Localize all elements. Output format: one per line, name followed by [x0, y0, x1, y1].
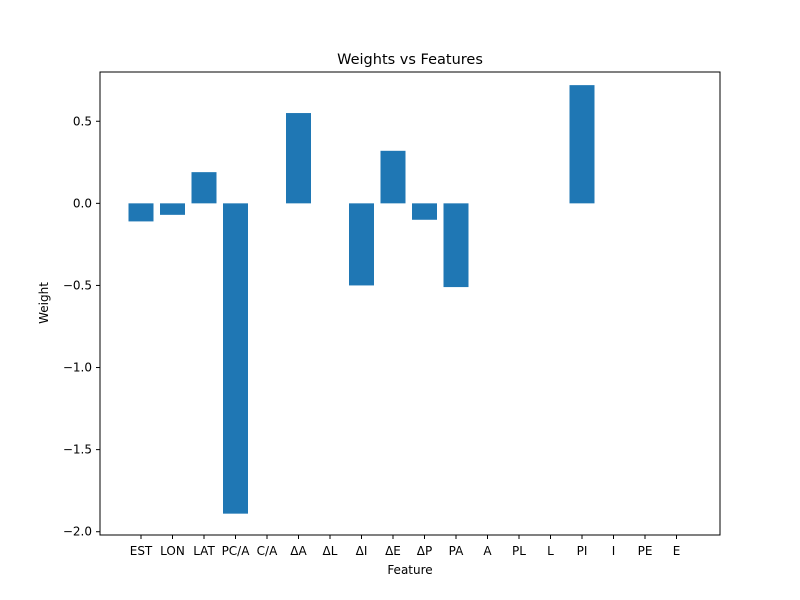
x-tick-label: I [612, 544, 616, 558]
y-tick-label: 0.5 [73, 114, 92, 128]
x-tick-label: EST [130, 544, 153, 558]
y-axis-title: Weight [37, 282, 51, 324]
bar-9 [412, 203, 437, 220]
y-axis: 0.5 0.0 −0.5 −1.0 −1.5 −2.0 [63, 114, 100, 539]
bar-1 [160, 203, 185, 215]
y-tick-label: −1.5 [63, 443, 92, 457]
x-tick-label: L [547, 544, 554, 558]
x-tick-label: ΔE [385, 544, 401, 558]
x-tick-label: ΔL [323, 544, 338, 558]
bars [128, 85, 595, 514]
x-tick-label: LON [160, 544, 185, 558]
y-tick-label: −2.0 [63, 525, 92, 539]
bar-10 [443, 203, 469, 288]
bar-5 [286, 113, 311, 204]
x-tick-label: C/A [257, 544, 278, 558]
x-tick-label: ΔP [417, 544, 432, 558]
x-tick-label: A [483, 544, 492, 558]
bar-8 [380, 150, 406, 204]
x-tick-label: LAT [193, 544, 215, 558]
bar-3 [223, 203, 248, 514]
x-tick-label: PA [449, 544, 464, 558]
x-tick-label: ΔA [290, 544, 307, 558]
chart-title: Weights vs Features [337, 52, 483, 68]
bar-0 [128, 203, 154, 222]
y-tick-label: 0.0 [73, 196, 92, 210]
x-tick-label: PE [638, 544, 653, 558]
x-tick-label: E [673, 544, 681, 558]
x-tick-label: ΔI [356, 544, 368, 558]
x-axis: EST LON LAT PC/A C/A ΔA ΔL ΔI ΔE ΔP PA A PL L PI I PE E [130, 535, 681, 558]
bar-7 [349, 203, 374, 286]
bar-14 [569, 85, 595, 204]
x-axis-title: Feature [387, 563, 432, 577]
bar-2 [191, 172, 217, 204]
y-tick-label: −0.5 [63, 278, 92, 292]
y-tick-label: −1.0 [63, 361, 92, 375]
x-tick-label: PL [512, 544, 526, 558]
x-tick-label: PC/A [222, 544, 251, 558]
x-tick-label: PI [577, 544, 588, 558]
plot-frame [99, 71, 721, 536]
